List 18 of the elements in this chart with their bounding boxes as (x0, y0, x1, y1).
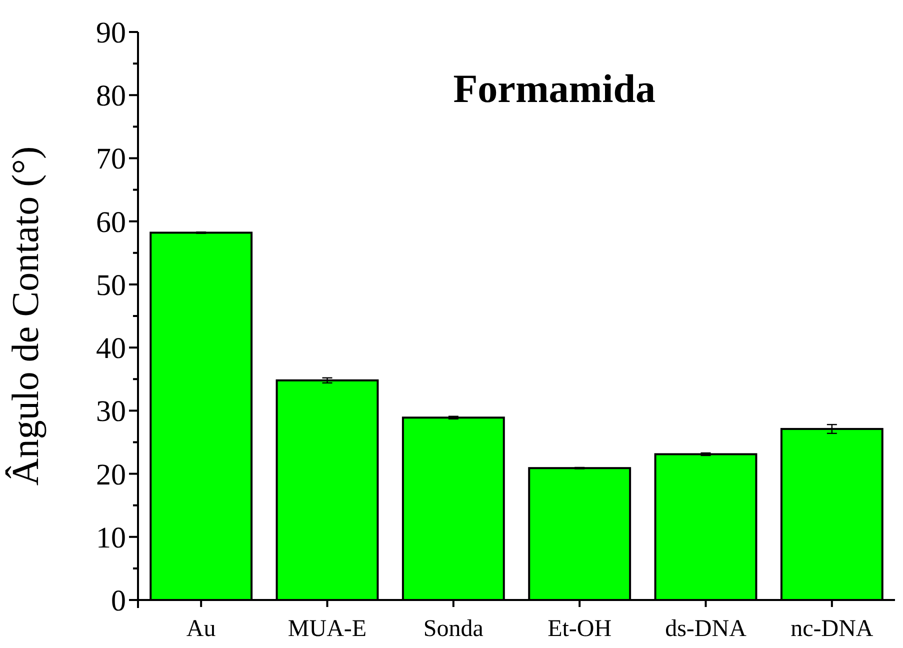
y-tick-label: 50 (96, 268, 126, 302)
y-tick-label: 80 (96, 80, 126, 113)
x-tick-label: Au (186, 616, 216, 642)
y-tick-label: 0 (111, 584, 126, 618)
x-tick-label: Et-OH (548, 616, 612, 642)
y-tick-label: 60 (96, 206, 126, 239)
y-tick-label: 90 (96, 16, 126, 50)
text: Formamida (453, 66, 656, 111)
y-tick-label: 20 (96, 458, 126, 492)
x-tick-label: ds-DNA (665, 616, 748, 642)
y-tick-label: 70 (96, 142, 126, 176)
y-axis-title: Ângulo de Contato (°) (5, 146, 47, 486)
x-tick-label: Sonda (423, 616, 484, 642)
x-tick-label: MUA-E (288, 616, 367, 642)
y-tick-label: 30 (96, 395, 126, 428)
y-tick-label: 10 (96, 521, 126, 554)
x-tick-label: nc-DNA (790, 616, 874, 642)
y-tick-label: 40 (96, 332, 126, 366)
